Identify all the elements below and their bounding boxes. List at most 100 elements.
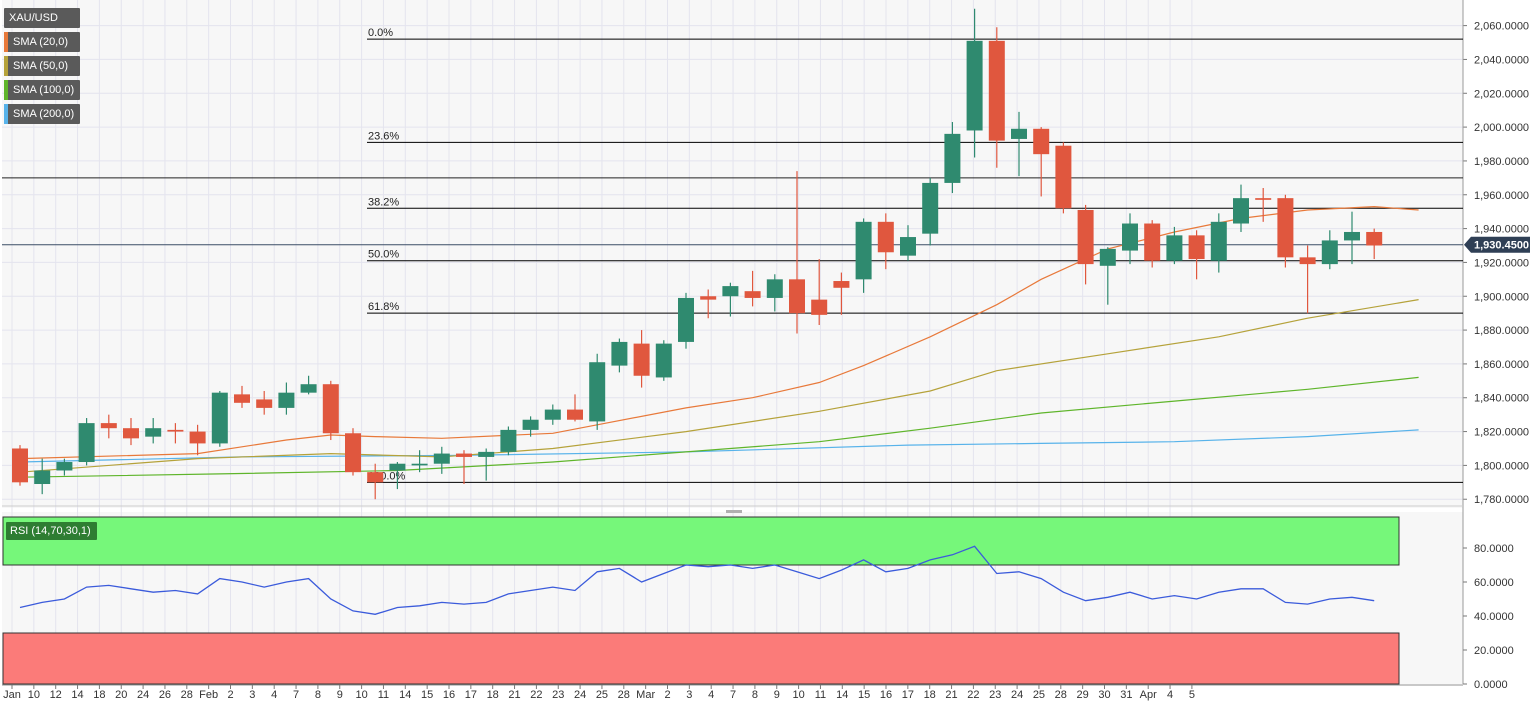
candle-body	[345, 433, 361, 473]
x-tick-label: 16	[880, 689, 892, 701]
candle	[900, 225, 916, 261]
sma-50-line	[19, 299, 1419, 473]
rsi-overbought-zone	[2, 516, 1400, 566]
candle-body	[1099, 248, 1116, 266]
sma-50-swatch	[4, 56, 8, 76]
candle-body	[78, 423, 95, 463]
x-tick-label: 4	[708, 689, 714, 701]
candle-body	[1344, 231, 1360, 241]
candle	[234, 385, 250, 408]
candle-body	[367, 472, 384, 483]
candle-body	[211, 392, 228, 444]
candle	[922, 177, 939, 246]
fib-label: 61.8%	[368, 301, 399, 313]
x-tick-label: 11	[378, 689, 389, 701]
candle-body	[544, 409, 561, 420]
x-tick-label: 4	[271, 689, 277, 701]
candle	[877, 213, 894, 270]
x-tick-label: 14	[836, 689, 848, 701]
rsi-tick-label: 80.0000	[1474, 543, 1514, 555]
rsi-legend[interactable]: RSI (14,70,30,1)	[6, 522, 97, 540]
price-tick-label: 2,020.0000	[1474, 88, 1529, 100]
candle-body	[100, 423, 117, 429]
candle-body	[922, 182, 939, 234]
price-tick-label: 1,940.0000	[1474, 224, 1529, 236]
candle	[322, 380, 339, 441]
candle	[278, 382, 295, 415]
x-tick-label: 30	[1098, 689, 1110, 701]
candle-body	[678, 297, 694, 342]
x-tick-label: 18	[924, 689, 936, 701]
candle-body	[855, 221, 872, 280]
candle	[211, 390, 228, 447]
price-tick-label: 1,900.0000	[1474, 291, 1529, 303]
legend-sma-100[interactable]: SMA (100,0)	[4, 80, 81, 100]
x-tick-label: 18	[93, 689, 105, 701]
x-tick-label: 29	[1077, 689, 1089, 701]
x-tick-label: 26	[159, 689, 171, 701]
candle-body	[1122, 223, 1138, 251]
candle-body	[1210, 221, 1227, 261]
indicator-legend: XAU/USD SMA (20,0) SMA (50,0) SMA (100,0…	[4, 8, 81, 124]
candle	[1099, 247, 1116, 305]
candle-body	[567, 409, 583, 420]
price-tick-label: 2,060.0000	[1474, 21, 1529, 33]
x-axis: Jan 10 12 14 18 20 24 26 28 Feb 2 3 4 7 8 9 10 11 14 15 16 17…	[2, 684, 1463, 701]
candle	[78, 418, 95, 466]
candle	[1344, 211, 1360, 265]
candle-body	[1033, 128, 1050, 155]
candle-body	[1299, 257, 1316, 265]
x-tick-label: 22	[530, 689, 542, 701]
sma-100-swatch	[4, 80, 8, 100]
legend-sma-50[interactable]: SMA (50,0)	[4, 56, 81, 76]
x-tick-label: Jan	[3, 689, 21, 701]
candle-body	[1277, 198, 1294, 258]
x-tick-label: 10	[792, 689, 804, 701]
fib-label: 0.0%	[368, 27, 393, 39]
candle	[700, 289, 717, 319]
sma-200-swatch	[4, 104, 8, 124]
x-tick-label: 15	[858, 689, 870, 701]
candle	[1077, 204, 1094, 285]
candle-body	[988, 40, 1005, 141]
x-tick-label: 4	[1167, 689, 1173, 701]
candle-body	[34, 470, 51, 485]
rsi-y-axis: 0.0000 20.0000 40.0000 60.0000 80.0000	[1463, 543, 1514, 691]
x-tick-label: 28	[181, 689, 193, 701]
candle-body	[966, 40, 983, 131]
candle-body	[589, 362, 606, 422]
candle	[544, 404, 561, 425]
x-tick-label: 23	[552, 689, 564, 701]
legend-sma-20[interactable]: SMA (20,0)	[4, 32, 81, 52]
x-tick-label: 11	[815, 689, 826, 701]
candle	[966, 8, 983, 158]
last-price-badge: 1,930.4500	[1464, 236, 1530, 253]
sma-200-line	[19, 429, 1419, 463]
candle	[833, 272, 850, 315]
x-tick-label: 18	[487, 689, 499, 701]
price-tick-label: 1,780.0000	[1474, 494, 1529, 506]
candle-body	[900, 237, 916, 256]
candle	[433, 446, 450, 474]
candle-body	[478, 451, 495, 457]
candle	[1210, 213, 1227, 273]
candle	[855, 218, 872, 293]
legend-sma-200[interactable]: SMA (200,0)	[4, 104, 81, 124]
price-tick-label: 1,820.0000	[1474, 427, 1529, 439]
sma-20-label: SMA (20,0)	[13, 36, 69, 48]
candle-body	[1366, 231, 1383, 246]
legend-symbol[interactable]: XAU/USD	[4, 8, 81, 28]
fib-label: 38.2%	[368, 196, 399, 208]
candle-body	[1011, 128, 1027, 139]
x-tick-label: 24	[137, 689, 149, 701]
candle	[56, 458, 73, 476]
candle-body	[722, 286, 739, 297]
price-y-axis: 1,780.0000 1,800.0000 1,820.0000 1,840.0000…	[2, 21, 1529, 506]
x-tick-label: 7	[293, 689, 299, 701]
candle-body	[1166, 235, 1183, 261]
candle	[766, 274, 783, 312]
candle-body	[123, 428, 139, 439]
x-tick-label: 17	[465, 689, 477, 701]
candle-body	[322, 384, 339, 434]
